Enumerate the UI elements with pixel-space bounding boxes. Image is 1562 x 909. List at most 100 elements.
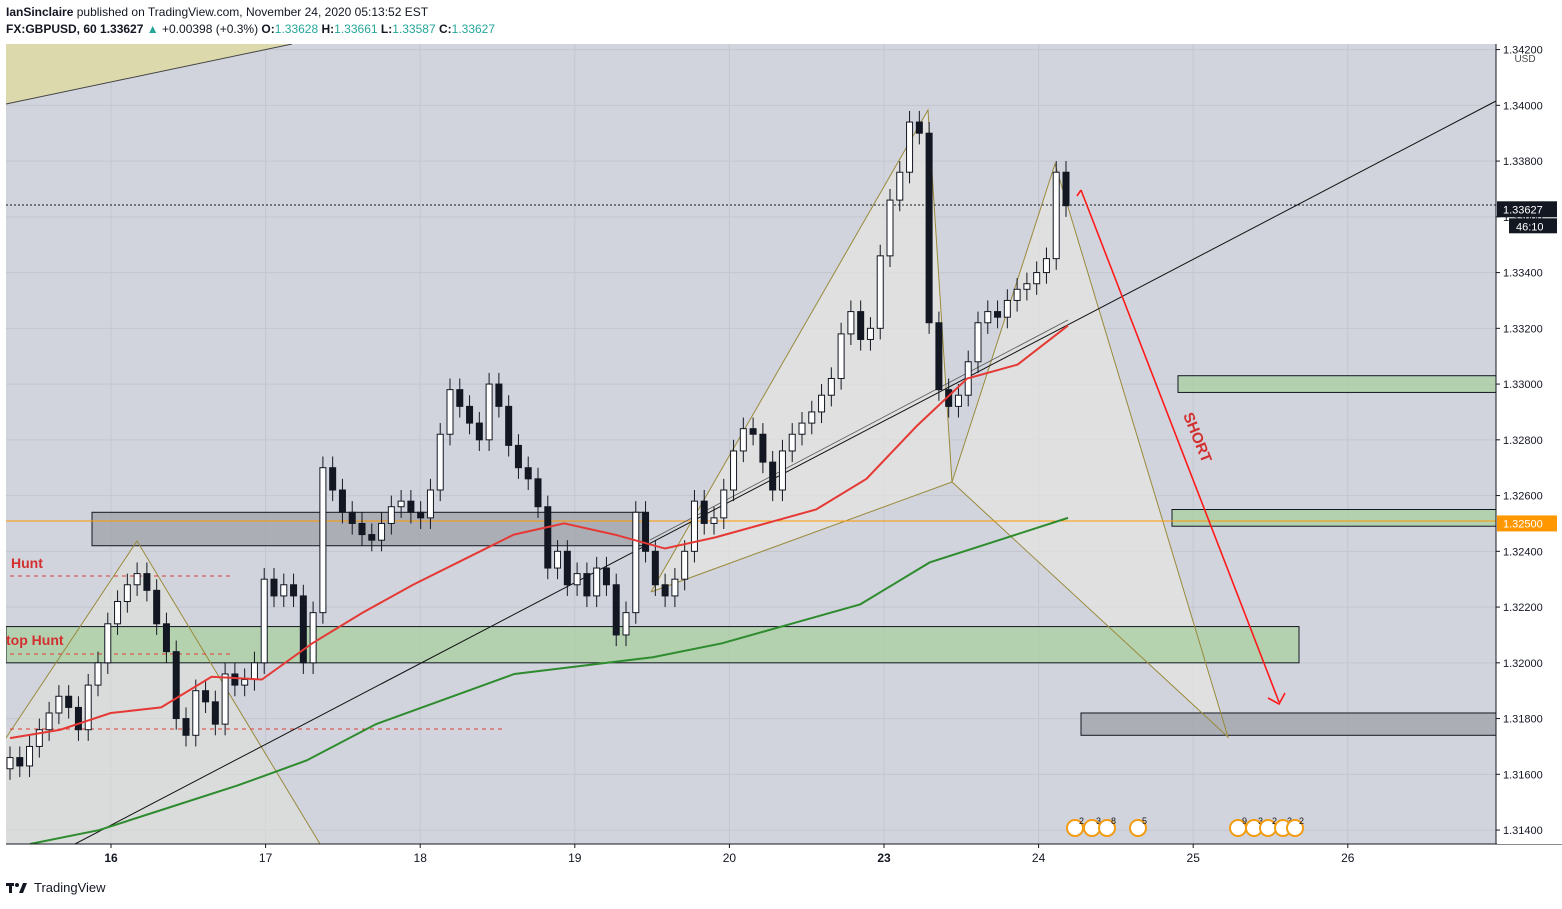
zone-4 [1080, 712, 1496, 736]
event-badge-count-3: 5 [1142, 816, 1147, 826]
annotation-stop-hunt: top Hunt [6, 632, 64, 648]
candle-body-26 [260, 578, 268, 664]
price-tag-label-0: 1.33627 [1503, 204, 1543, 216]
candle-body-55 [544, 506, 552, 569]
candle-body-70 [690, 500, 698, 552]
candle-body-47 [466, 405, 474, 424]
candle-body-67 [661, 584, 669, 597]
candle-body-10 [104, 623, 112, 664]
candle-body-57 [563, 550, 571, 586]
candle-body-23 [231, 673, 239, 686]
event-badge-count-5: 3 [1258, 816, 1263, 826]
candle-body-19 [192, 690, 200, 736]
candle-body-33 [329, 467, 337, 491]
candle-body-39 [387, 506, 395, 524]
x-tick-label-8: 26 [1341, 851, 1355, 865]
y-tick-label-1: 1.34000 [1503, 100, 1543, 112]
candle-body-106 [1042, 258, 1050, 274]
time-axis[interactable] [6, 845, 1496, 871]
y-tick-label-10: 1.32200 [1503, 602, 1543, 614]
candle-body-12 [123, 584, 131, 602]
candle-body-103 [1013, 288, 1021, 301]
candle-body-77 [759, 433, 767, 463]
pattern-line-xab [650, 108, 953, 593]
pattern-line-left [6, 540, 321, 844]
candle-body-74 [730, 450, 738, 491]
candle-body-18 [182, 718, 190, 736]
candle-body-56 [554, 550, 562, 569]
published-text: published on TradingView.com, November 2… [76, 5, 429, 19]
symbol-label[interactable]: FX:GBPUSD, 60 [6, 22, 97, 36]
tradingview-logo-icon [6, 882, 27, 893]
event-badge-2[interactable] [1098, 819, 1116, 837]
moving-average-1 [29, 516, 1069, 844]
candle-body-49 [485, 383, 493, 441]
candle-body-37 [368, 534, 376, 541]
x-tick-label-2: 18 [414, 851, 428, 865]
candle-body-27 [270, 578, 278, 597]
footer-brand[interactable]: TradingView [34, 880, 106, 895]
candle-body-24 [241, 679, 249, 686]
corner-line [6, 44, 293, 105]
x-tick-label-0: 16 [104, 851, 118, 865]
candle-body-2 [26, 745, 34, 767]
candle-body-71 [700, 500, 708, 524]
candle-body-62 [612, 584, 620, 636]
candle-body-102 [1003, 299, 1011, 318]
candle-body-13 [133, 573, 141, 586]
event-badge-8[interactable] [1286, 819, 1304, 837]
candle-body-64 [632, 511, 640, 614]
candle-body-32 [319, 467, 327, 614]
candle-body-85 [837, 333, 845, 379]
x-tick-label-4: 20 [723, 851, 737, 865]
candle-body-75 [739, 428, 747, 452]
price-tag-label-1: 1.32500 [1503, 518, 1543, 530]
candle-body-76 [749, 428, 757, 435]
publish-line: IanSinclaire published on TradingView.co… [6, 5, 428, 19]
candle-body-93 [915, 121, 923, 134]
close-value: 1.33627 [451, 22, 496, 36]
candle-body-61 [602, 567, 610, 586]
candle-body-84 [827, 377, 835, 396]
low-label: L: [380, 22, 393, 36]
candle-body-1 [16, 757, 24, 767]
candle-body-6 [65, 695, 73, 708]
y-tick-label-9: 1.32400 [1503, 546, 1543, 558]
low-value: 1.33587 [392, 22, 436, 36]
candle-body-95 [935, 322, 943, 391]
y-tick-label-6: 1.33000 [1503, 379, 1543, 391]
candle-body-65 [642, 511, 650, 552]
candle-body-45 [446, 389, 454, 435]
last-price: 1.33627 [100, 22, 144, 36]
candle-body-4 [45, 712, 53, 731]
candle-body-73 [720, 489, 728, 519]
event-badge-3[interactable] [1129, 819, 1147, 837]
author-name[interactable]: IanSinclaire [6, 5, 74, 19]
high-label: H: [321, 22, 335, 36]
countdown-bg [1509, 218, 1557, 234]
candle-body-94 [925, 132, 933, 324]
price-axis[interactable] [1497, 44, 1562, 844]
candle-body-29 [290, 584, 298, 597]
candle-body-21 [211, 701, 219, 725]
candle-body-80 [788, 433, 796, 452]
candle-body-11 [114, 600, 122, 625]
price-tag-bg-0 [1497, 201, 1557, 218]
pattern-fill-left [6, 541, 320, 844]
event-badge-count-2: 8 [1111, 816, 1116, 826]
candle-body-58 [573, 573, 581, 586]
candle-body-100 [984, 311, 992, 324]
pattern-line-bcd [951, 162, 1230, 739]
candle-body-91 [896, 171, 904, 201]
currency-label: USD [1514, 54, 1535, 65]
candle-body-107 [1052, 171, 1060, 260]
footer: TradingView [6, 880, 106, 895]
candle-body-43 [426, 489, 434, 519]
candle-body-78 [769, 461, 777, 491]
candle-body-81 [798, 422, 806, 435]
candle-body-9 [94, 662, 102, 686]
y-tick-label-13: 1.31600 [1503, 769, 1543, 781]
candle-body-52 [514, 444, 522, 469]
x-tick-label-1: 17 [259, 851, 273, 865]
